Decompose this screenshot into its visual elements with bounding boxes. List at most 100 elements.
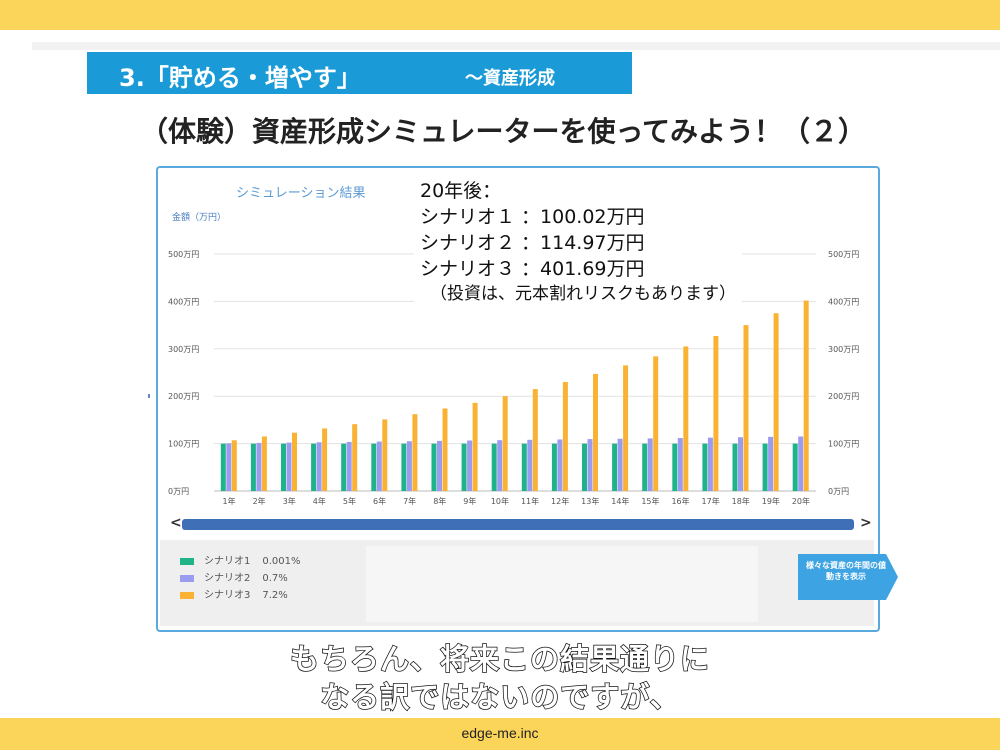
overlay-scenario-3: シナリオ３ ：401.69万円 bbox=[420, 258, 645, 280]
asset-movement-button[interactable]: 様々な資産の年間の値動きを表示 bbox=[798, 554, 898, 600]
bar-シナリオ2-14年 bbox=[617, 438, 623, 491]
bar-シナリオ1-16年 bbox=[672, 443, 678, 491]
x-tick-label: 3年 bbox=[283, 496, 296, 506]
bar-シナリオ1-3年 bbox=[281, 443, 286, 491]
y-tick-label-left: 0万円 bbox=[168, 487, 189, 496]
bar-シナリオ1-8年 bbox=[431, 443, 437, 491]
section-subtitle: ～資産形成 bbox=[465, 68, 555, 89]
y-tick-label-right: 300万円 bbox=[828, 345, 859, 354]
bar-シナリオ2-15年 bbox=[647, 438, 653, 491]
y-tick-label-left: 400万円 bbox=[168, 297, 199, 306]
y-tick-label-right: 400万円 bbox=[828, 297, 859, 306]
overlay-scenario-2: シナリオ２ ：114.97万円 bbox=[420, 232, 645, 254]
scroll-left-arrow-icon[interactable]: < bbox=[170, 515, 182, 531]
x-tick-label: 10年 bbox=[491, 496, 509, 506]
scroll-right-arrow-icon[interactable]: > bbox=[860, 515, 872, 531]
bar-シナリオ1-2年 bbox=[250, 443, 256, 491]
bar-シナリオ1-10年 bbox=[491, 443, 497, 491]
bar-シナリオ1-1年 bbox=[220, 443, 226, 491]
overlay-heading: 20年後： bbox=[420, 180, 502, 202]
y-tick-label-left: 100万円 bbox=[168, 440, 199, 449]
x-tick-label: 17年 bbox=[702, 496, 720, 506]
bar-シナリオ1-18年 bbox=[732, 443, 738, 491]
x-tick-label: 9年 bbox=[463, 496, 476, 506]
bar-シナリオ3-7年 bbox=[412, 414, 418, 491]
bar-シナリオ1-20年 bbox=[792, 443, 798, 491]
legend-rate: 7.2% bbox=[262, 590, 288, 601]
bar-シナリオ3-1年 bbox=[231, 440, 237, 491]
simulator-title: シミュレーション結果 bbox=[236, 186, 366, 201]
x-tick-label: 12年 bbox=[551, 496, 569, 506]
section-title: 3.「貯める・増やす」 bbox=[119, 64, 361, 92]
legend-rate: 0.7% bbox=[262, 573, 288, 584]
bar-シナリオ2-7年 bbox=[406, 441, 412, 491]
overlay-scenario-1: シナリオ１ ：100.02万円 bbox=[420, 206, 645, 228]
scrollbar-thumb[interactable] bbox=[182, 519, 854, 530]
bar-シナリオ3-9年 bbox=[472, 402, 478, 491]
y-tick-label-right: 0万円 bbox=[828, 487, 849, 496]
edge-marker bbox=[148, 394, 150, 398]
bar-シナリオ3-19年 bbox=[773, 313, 779, 491]
arrow-shape-icon bbox=[798, 554, 898, 600]
asset-movement-button-label: 様々な資産の年間の値動きを表示 bbox=[806, 561, 886, 581]
bar-シナリオ1-11年 bbox=[521, 443, 527, 491]
legend-item-scenario-3[interactable]: シナリオ3 7.2% bbox=[180, 586, 288, 601]
y-tick-label-left: 500万円 bbox=[168, 250, 199, 259]
x-tick-label: 7年 bbox=[403, 496, 416, 506]
bar-シナリオ3-13年 bbox=[593, 373, 598, 491]
legend-item-scenario-1[interactable]: シナリオ1 0.001% bbox=[180, 552, 301, 567]
bar-シナリオ2-5年 bbox=[346, 441, 352, 491]
x-tick-label: 8年 bbox=[433, 496, 446, 506]
x-tick-label: 19年 bbox=[762, 496, 780, 506]
bar-シナリオ3-2年 bbox=[261, 436, 267, 491]
x-tick-label: 20年 bbox=[792, 496, 810, 506]
bar-シナリオ3-15年 bbox=[653, 356, 659, 491]
x-tick-label: 6年 bbox=[373, 496, 386, 506]
bar-シナリオ3-16年 bbox=[683, 346, 689, 491]
bar-シナリオ2-3年 bbox=[286, 442, 292, 491]
legend-item-scenario-2[interactable]: シナリオ2 0.7% bbox=[180, 569, 288, 584]
bar-シナリオ3-18年 bbox=[743, 325, 749, 491]
bar-シナリオ3-3年 bbox=[292, 432, 297, 491]
bar-シナリオ1-5年 bbox=[341, 443, 347, 491]
bar-シナリオ2-2年 bbox=[256, 442, 262, 491]
simulator-panel: シミュレーション結果 金額（万円） 0万円 0万円 100万円 100万円 200万円 2… bbox=[156, 166, 898, 632]
bar-シナリオ2-16年 bbox=[677, 438, 683, 491]
bottom-accent-bar: edge-me.inc bbox=[0, 718, 1000, 750]
top-accent-bar bbox=[0, 0, 1000, 30]
legend-blank-region bbox=[366, 546, 758, 622]
y-tick-label-left: 300万円 bbox=[168, 345, 199, 354]
slide-title: （体験）資産形成シミュレーターを使ってみよう！（２） bbox=[140, 115, 867, 148]
bar-シナリオ3-5年 bbox=[352, 424, 358, 491]
bar-シナリオ3-17年 bbox=[713, 336, 719, 491]
bar-シナリオ3-8年 bbox=[442, 408, 448, 491]
legend-rate: 0.001% bbox=[262, 556, 301, 567]
bar-シナリオ1-9年 bbox=[461, 443, 467, 491]
subtitle-caption-line-2: なる訳ではないのですが、 bbox=[320, 679, 680, 715]
legend-name: シナリオ3 bbox=[204, 590, 251, 601]
bar-シナリオ2-11年 bbox=[527, 439, 533, 491]
bar-シナリオ2-4年 bbox=[316, 442, 322, 491]
bar-シナリオ1-14年 bbox=[612, 443, 618, 491]
bar-シナリオ3-14年 bbox=[623, 365, 629, 491]
x-tick-label: 15年 bbox=[641, 496, 659, 506]
subtitle-caption-line-1: もちろん、将来この結果通りに bbox=[289, 641, 710, 677]
bar-シナリオ3-10年 bbox=[502, 396, 508, 491]
bar-シナリオ1-7年 bbox=[401, 443, 407, 491]
bar-シナリオ2-9年 bbox=[467, 440, 473, 491]
footer-brand: edge-me.inc bbox=[461, 725, 539, 741]
bar-シナリオ2-13年 bbox=[587, 439, 593, 491]
bar-シナリオ2-8年 bbox=[437, 440, 442, 491]
chart-scrollbar[interactable]: < > bbox=[168, 515, 872, 532]
y-tick-label-right: 100万円 bbox=[828, 440, 859, 449]
bar-シナリオ2-17年 bbox=[707, 437, 713, 491]
y-axis-unit-label: 金額（万円） bbox=[172, 213, 227, 223]
legend-name: シナリオ2 bbox=[204, 573, 251, 584]
legend-swatch-icon bbox=[180, 591, 194, 599]
bar-シナリオ1-13年 bbox=[582, 443, 587, 491]
x-tick-label: 13年 bbox=[581, 496, 599, 506]
bar-シナリオ1-12年 bbox=[551, 443, 557, 491]
bar-シナリオ2-12年 bbox=[557, 439, 563, 491]
overlay-risk-note: （投資は、元本割れリスクもあります） bbox=[430, 284, 736, 304]
y-tick-label-right: 500万円 bbox=[828, 250, 859, 259]
